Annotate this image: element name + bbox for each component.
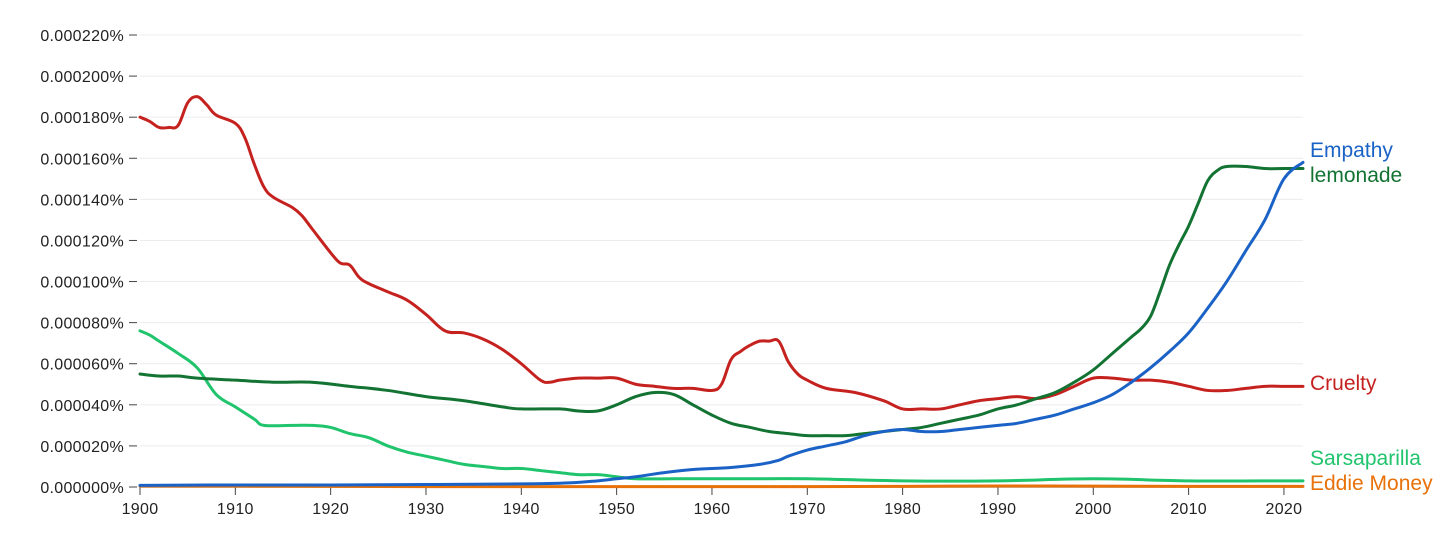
series-label-sarsaparilla: Sarsaparilla (1310, 447, 1421, 470)
x-tick-label: 1960 (694, 501, 731, 518)
x-axis: 1900 1910 1920 1930 1940 1950 1960 1970 1980 1990… (122, 486, 1303, 518)
x-tick-label: 2020 (1266, 501, 1303, 518)
y-tick-label: 0.000160% (40, 151, 124, 168)
y-tick-label: 0.000140% (40, 192, 124, 209)
y-tick-label: 0.000060% (40, 357, 124, 374)
series-line-cruelty[interactable] (138, 95, 1305, 412)
x-tick-label: 1970 (789, 501, 826, 518)
y-tick-label: 0.000080% (40, 316, 124, 333)
y-tick-label: 0.000020% (40, 439, 124, 456)
series-line-empathy[interactable] (138, 160, 1305, 487)
y-tick-label: 0.000220% (40, 28, 124, 45)
series-label-lemonade: lemonade (1310, 164, 1402, 187)
y-tick-label: 0.000120% (40, 233, 124, 250)
x-tick-label: 2010 (1170, 501, 1207, 518)
gridlines (140, 34, 1303, 447)
y-tick-label: 0.000200% (40, 69, 124, 86)
x-tick-label: 1980 (884, 501, 921, 518)
x-tick-label: 1940 (503, 501, 540, 518)
y-tick-label: 0.000100% (40, 275, 124, 292)
y-tick-label: 0.000040% (40, 398, 124, 415)
x-tick-label: 2000 (1075, 501, 1112, 518)
series-label-eddie-money: Eddie Money (1310, 472, 1433, 495)
x-tick-label: 1990 (980, 501, 1017, 518)
y-tick-label: 0.000000% (40, 480, 124, 497)
x-tick-label: 1900 (122, 501, 159, 518)
x-tick-label: 1920 (312, 501, 349, 518)
x-tick-label: 1910 (217, 501, 254, 518)
x-tick-label: 1950 (598, 501, 635, 518)
y-axis: 0.000000% 0.000020% 0.000040% 0.000060% 0.00… (40, 28, 137, 497)
x-tick-label: 1930 (408, 501, 445, 518)
series-line-lemonade[interactable] (138, 164, 1305, 438)
series-line-sarsaparilla[interactable] (138, 329, 1305, 483)
series-label-empathy: Empathy (1310, 139, 1393, 162)
series-label-cruelty: Cruelty (1310, 372, 1377, 395)
y-tick-label: 0.000180% (40, 110, 124, 127)
series-lines (138, 95, 1305, 489)
